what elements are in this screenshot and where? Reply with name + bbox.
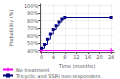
svg-text:90%: 90% <box>27 10 38 16</box>
svg-text:8: 8 <box>63 54 66 60</box>
svg-text:12: 12 <box>73 54 79 60</box>
svg-text:40%: 40% <box>27 48 38 54</box>
svg-text:0: 0 <box>40 54 43 60</box>
svg-text:4: 4 <box>52 54 55 60</box>
svg-text:Time (months): Time (months) <box>58 63 96 69</box>
svg-text:16: 16 <box>85 54 91 60</box>
svg-text:70%: 70% <box>27 25 38 31</box>
svg-text:No treatment: No treatment <box>16 66 50 73</box>
svg-text:24: 24 <box>108 54 114 60</box>
svg-text:60%: 60% <box>27 33 38 39</box>
svg-text:50%: 50% <box>27 40 38 46</box>
svg-text:Tricyclic and SSRI non-respond: Tricyclic and SSRI non-responders <box>15 73 101 79</box>
svg-text:100%: 100% <box>24 3 39 9</box>
svg-text:80%: 80% <box>27 18 38 24</box>
svg-text:20: 20 <box>96 54 102 60</box>
svg-text:Probability (%): Probability (%) <box>8 10 15 47</box>
